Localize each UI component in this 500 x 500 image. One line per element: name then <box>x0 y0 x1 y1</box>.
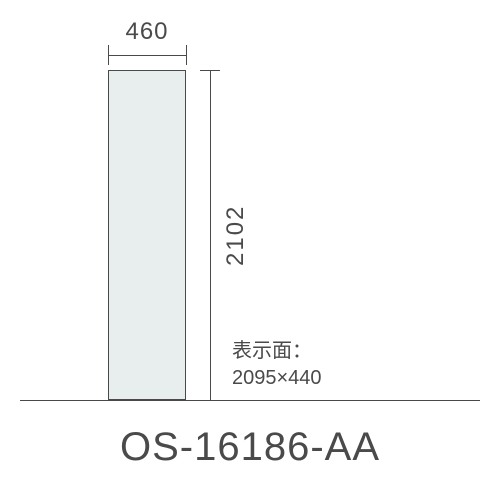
diagram-canvas: 460 2102 表示面： 2095×440 OS-16186-AA <box>0 0 500 500</box>
width-bar <box>108 55 186 56</box>
sign-panel <box>108 70 186 400</box>
height-tick-bottom <box>200 400 220 401</box>
height-bar <box>210 70 211 400</box>
model-number: OS-16186-AA <box>0 425 500 470</box>
display-area-note: 表示面： 2095×440 <box>232 338 322 392</box>
display-area-note-line2: 2095×440 <box>232 365 322 392</box>
ground-line <box>20 400 480 401</box>
width-label: 460 <box>108 18 186 46</box>
display-area-note-line1: 表示面： <box>232 338 322 365</box>
width-tick-right <box>186 45 187 65</box>
